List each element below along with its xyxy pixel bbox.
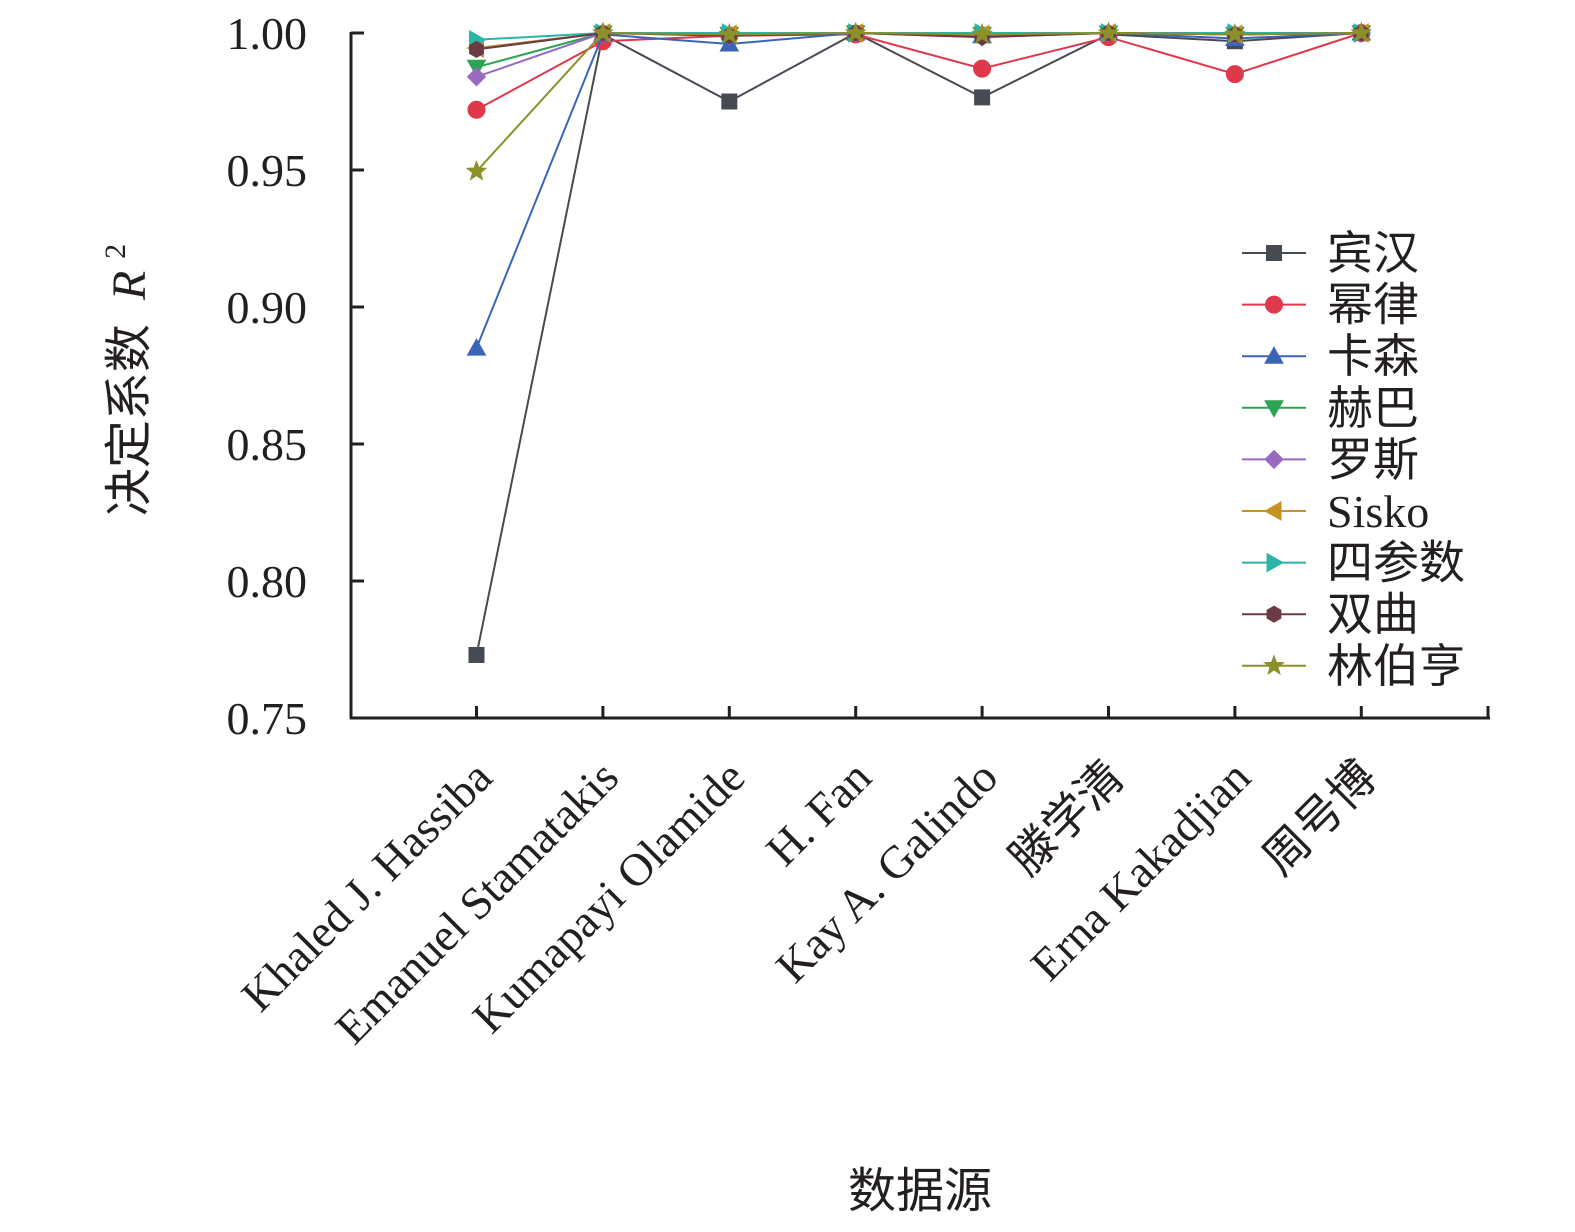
legend-marker — [1263, 654, 1285, 676]
y-tick-label: 0.80 — [227, 556, 308, 607]
data-point — [1225, 65, 1244, 84]
data-point — [467, 100, 486, 119]
legend-label: 幂律 — [1327, 280, 1419, 331]
data-point — [592, 21, 614, 43]
series-line — [475, 31, 1362, 656]
legend-marker — [1266, 245, 1282, 261]
data-point — [974, 89, 991, 106]
x-tick-label: Kay A. Galindo — [766, 751, 1007, 992]
data-point — [971, 22, 993, 44]
legend-item: 宾汉 — [1242, 228, 1419, 279]
legend-label: Sisko — [1327, 486, 1429, 537]
axes — [349, 32, 1490, 720]
legend-label: 赫巴 — [1327, 383, 1419, 434]
data-point — [466, 67, 487, 87]
legend-marker — [1265, 295, 1283, 314]
y-tick-label: 0.85 — [227, 419, 308, 470]
x-tick-label: 周号博 — [1253, 751, 1387, 885]
legend-marker — [1266, 552, 1285, 573]
data-point — [469, 40, 484, 58]
legend-marker — [1264, 400, 1284, 418]
legend-label: 卡森 — [1327, 331, 1419, 382]
y-axis-title-sup: 2 — [99, 244, 132, 259]
y-axis-title-var: R — [103, 271, 156, 301]
series-9 — [465, 21, 1373, 181]
legend-label: 四参数 — [1327, 538, 1465, 589]
legend-item: 林伯亨 — [1242, 641, 1465, 692]
data-point — [1224, 22, 1246, 44]
data-point — [468, 646, 485, 663]
legend-label: 罗斯 — [1327, 434, 1419, 485]
legend-marker — [1264, 449, 1284, 470]
series-1 — [468, 25, 1370, 663]
series-line — [476, 32, 1362, 111]
data-point — [466, 338, 487, 356]
legend-marker — [1266, 605, 1282, 623]
data-point — [973, 59, 992, 78]
legend-marker — [1263, 501, 1282, 521]
legend-item: 卡森 — [1242, 331, 1419, 382]
data-point — [1097, 21, 1120, 43]
legend-label: 双曲 — [1327, 589, 1419, 640]
data-point — [1350, 21, 1373, 43]
legend-item: 赫巴 — [1242, 383, 1419, 434]
y-tick-label: 1.00 — [227, 8, 308, 59]
legend-item: 幂律 — [1242, 280, 1419, 331]
legend-item: 双曲 — [1242, 589, 1419, 640]
y-tick-label: 0.95 — [227, 145, 308, 196]
y-tick-label: 0.90 — [227, 282, 308, 333]
legend-marker — [1264, 346, 1284, 364]
y-tick-label: 0.75 — [227, 693, 308, 744]
series-layer — [465, 21, 1373, 663]
legend-label: 宾汉 — [1327, 228, 1419, 279]
y-axis-ticks: 0.75 0.80 0.85 0.90 0.95 1.00 — [227, 8, 364, 744]
data-point — [465, 159, 488, 181]
data-point — [718, 22, 741, 44]
data-point — [844, 21, 867, 43]
x-tick-label: H. Fan — [756, 751, 881, 876]
legend-label: 林伯亨 — [1327, 641, 1465, 692]
legend-item: Sisko — [1242, 486, 1429, 537]
series-line — [475, 31, 1362, 173]
y-axis-title-text: 决定系数 — [103, 324, 156, 516]
y-axis-title: 决定系数 R 2 — [99, 244, 156, 516]
x-axis-title: 数据源 — [848, 1165, 992, 1218]
x-tick-label: Erna Kakadjian — [1021, 751, 1260, 990]
legend-item: 四参数 — [1242, 538, 1465, 589]
legend-item: 罗斯 — [1242, 434, 1419, 485]
data-point — [721, 93, 738, 110]
